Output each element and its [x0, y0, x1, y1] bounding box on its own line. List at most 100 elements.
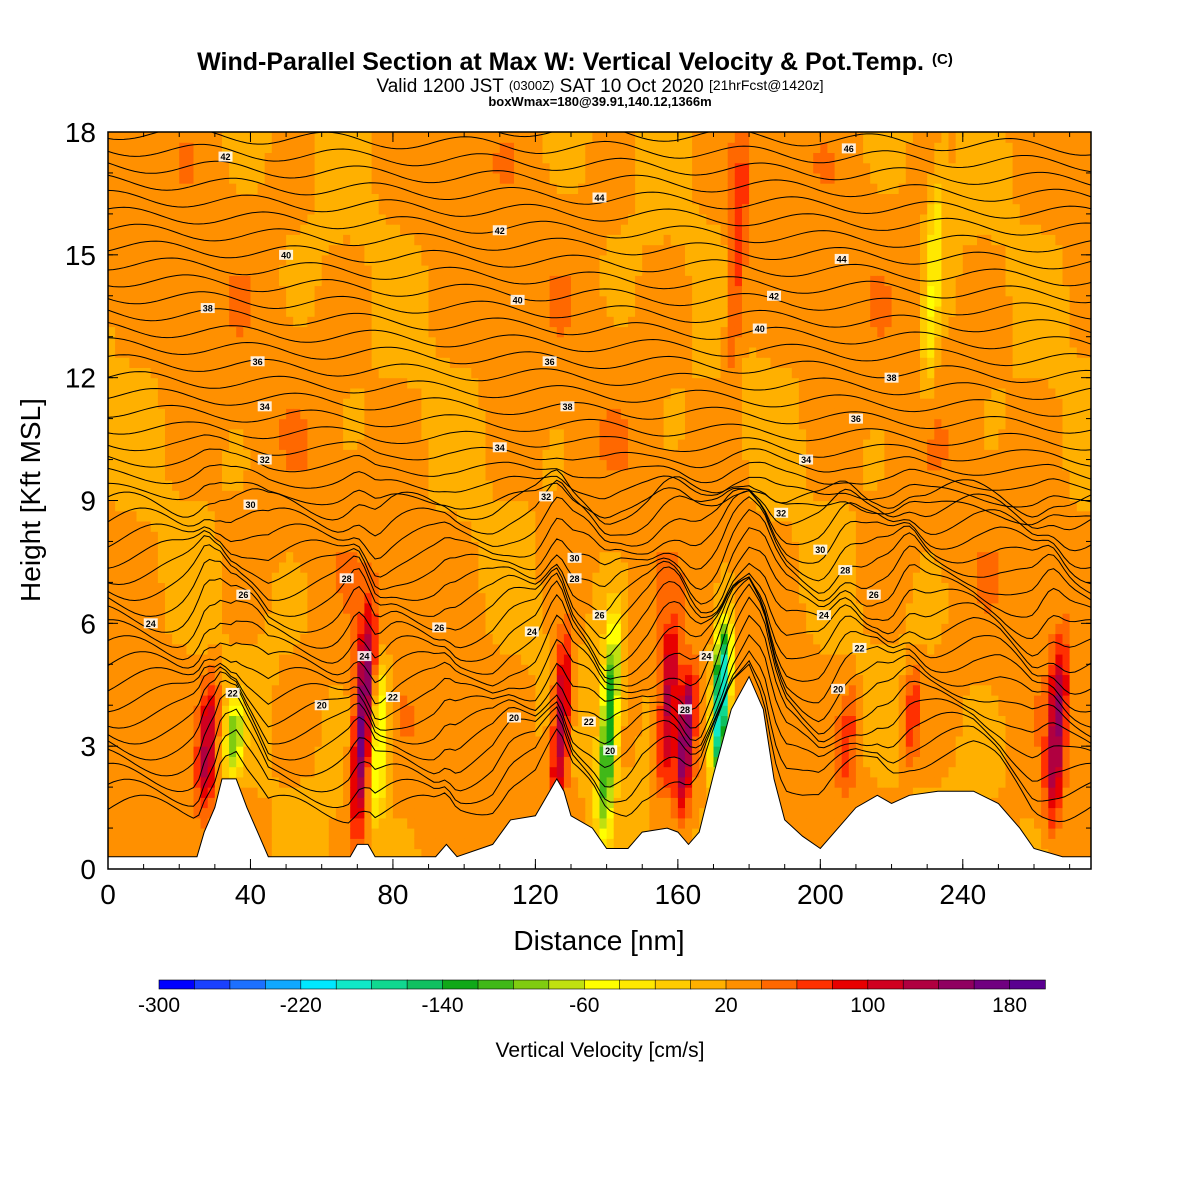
w-cell [214, 510, 223, 522]
w-cell [563, 725, 572, 737]
w-cell [229, 357, 237, 368]
w-cell [193, 602, 202, 614]
w-cell [321, 316, 330, 328]
w-cell [407, 817, 415, 829]
w-cell [549, 613, 558, 624]
w-cell [421, 684, 430, 696]
w-cell [186, 439, 195, 450]
w-cell [392, 480, 401, 491]
w-cell [578, 254, 586, 266]
w-cell [293, 326, 301, 338]
w-cell [200, 746, 209, 757]
w-cell [449, 347, 458, 358]
w-cell [186, 459, 195, 471]
w-cell [193, 428, 202, 440]
w-cell [528, 162, 536, 174]
w-cell [492, 234, 501, 246]
w-cell [506, 776, 515, 788]
w-cell [435, 735, 444, 747]
w-cell [314, 449, 323, 461]
w-cell [563, 162, 572, 174]
w-cell [186, 469, 195, 481]
w-cell [535, 500, 544, 512]
w-cell [563, 500, 572, 512]
w-cell [300, 162, 308, 174]
w-cell [279, 664, 287, 676]
w-cell [236, 285, 244, 297]
w-cell [293, 480, 301, 491]
w-cell [157, 756, 166, 768]
w-cell [136, 848, 145, 860]
w-cell [464, 746, 472, 757]
w-cell [414, 807, 422, 819]
w-cell [435, 551, 444, 563]
w-cell [521, 408, 529, 420]
w-cell [307, 132, 316, 143]
w-cell [528, 541, 536, 553]
w-cell [407, 695, 415, 706]
w-cell [222, 735, 230, 747]
w-cell [314, 265, 323, 276]
w-cell [172, 684, 180, 696]
w-cell [357, 776, 365, 788]
w-cell [364, 224, 373, 235]
w-cell [335, 848, 344, 860]
w-cell [129, 572, 138, 583]
w-cell [478, 807, 487, 819]
w-cell [257, 203, 266, 215]
w-cell [521, 746, 529, 757]
w-cell [592, 592, 601, 604]
w-cell [400, 613, 408, 624]
w-cell [165, 807, 173, 819]
w-cell [457, 480, 465, 491]
w-cell [165, 398, 173, 409]
w-cell [528, 459, 536, 471]
w-cell [200, 797, 209, 809]
w-cell [179, 725, 187, 737]
w-cell [222, 480, 230, 491]
w-cell [264, 326, 273, 338]
w-cell [407, 254, 415, 266]
w-cell [186, 838, 195, 850]
w-cell [293, 695, 301, 706]
w-cell [179, 746, 187, 757]
w-cell [165, 643, 173, 655]
w-cell [407, 807, 415, 819]
w-cell [421, 715, 430, 727]
w-cell [271, 265, 280, 276]
w-cell [328, 183, 337, 194]
w-cell [378, 367, 387, 379]
w-cell [328, 336, 337, 348]
w-cell [165, 449, 173, 461]
w-cell [457, 336, 465, 348]
w-cell [499, 306, 508, 317]
w-cell [314, 183, 323, 194]
w-cell [435, 183, 444, 194]
w-cell [193, 490, 202, 502]
w-cell [407, 326, 415, 338]
w-cell [392, 510, 401, 522]
w-cell [243, 203, 251, 215]
w-cell [200, 572, 209, 583]
w-cell [414, 172, 422, 184]
w-cell [350, 551, 358, 563]
w-cell [271, 387, 280, 399]
w-cell [286, 561, 294, 573]
w-cell [193, 735, 202, 747]
w-cell [571, 459, 579, 471]
w-cell [428, 428, 437, 440]
w-cell [115, 572, 123, 583]
w-cell [400, 275, 408, 287]
w-cell [136, 725, 145, 737]
w-cell [357, 807, 365, 819]
w-cell [414, 531, 422, 542]
w-cell [392, 521, 401, 532]
w-cell [193, 449, 202, 461]
w-cell [328, 275, 337, 287]
w-cell [129, 613, 138, 624]
w-cell [471, 377, 479, 389]
w-cell [542, 592, 551, 604]
w-cell [193, 561, 202, 573]
w-cell [485, 500, 494, 512]
w-cell [571, 500, 579, 512]
